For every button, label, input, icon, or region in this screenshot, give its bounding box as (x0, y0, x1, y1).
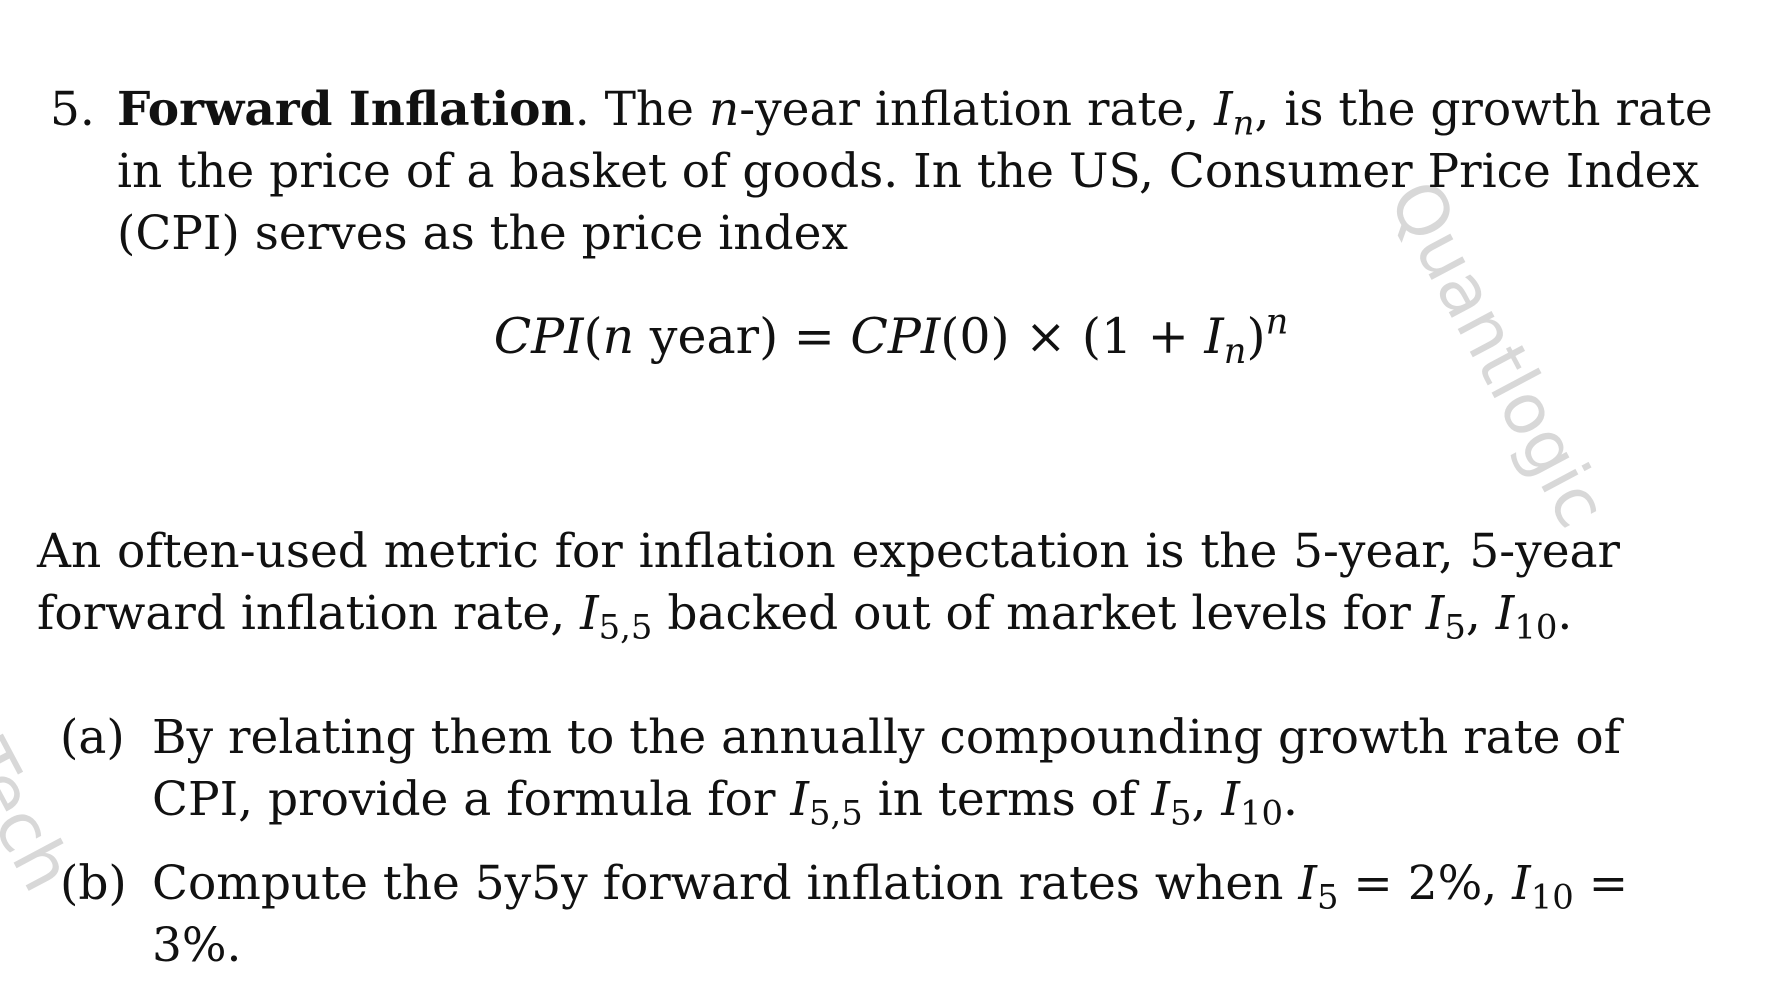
paragraph-line-2: forward inflation rate, I5,5 backed out … (37, 586, 1573, 647)
part-a-line-1: By relating them to the annually compoun… (152, 710, 1622, 765)
part-b-label: (b) (60, 856, 127, 911)
part-a-line-2: CPI, provide a formula for I5,5 in terms… (152, 772, 1298, 833)
part-b-line-2: 3%. (152, 918, 242, 973)
problem-line-3: (CPI) serves as the price index (117, 206, 848, 261)
problem-line-1: Forward Inflation. The n-year inflation … (117, 82, 1713, 143)
problem-title: Forward Inflation (117, 82, 575, 137)
problem-number: 5. (50, 82, 95, 137)
cpi-equation: CPI(n year) = CPI(0) × (1 + In)n (493, 301, 1289, 372)
paragraph-line-1: An often-used metric for inflation expec… (37, 524, 1620, 579)
part-a-label: (a) (60, 710, 125, 765)
problem-line-2: in the price of a basket of goods. In th… (117, 144, 1700, 199)
part-b-line-1: Compute the 5y5y forward inflation rates… (152, 856, 1629, 917)
